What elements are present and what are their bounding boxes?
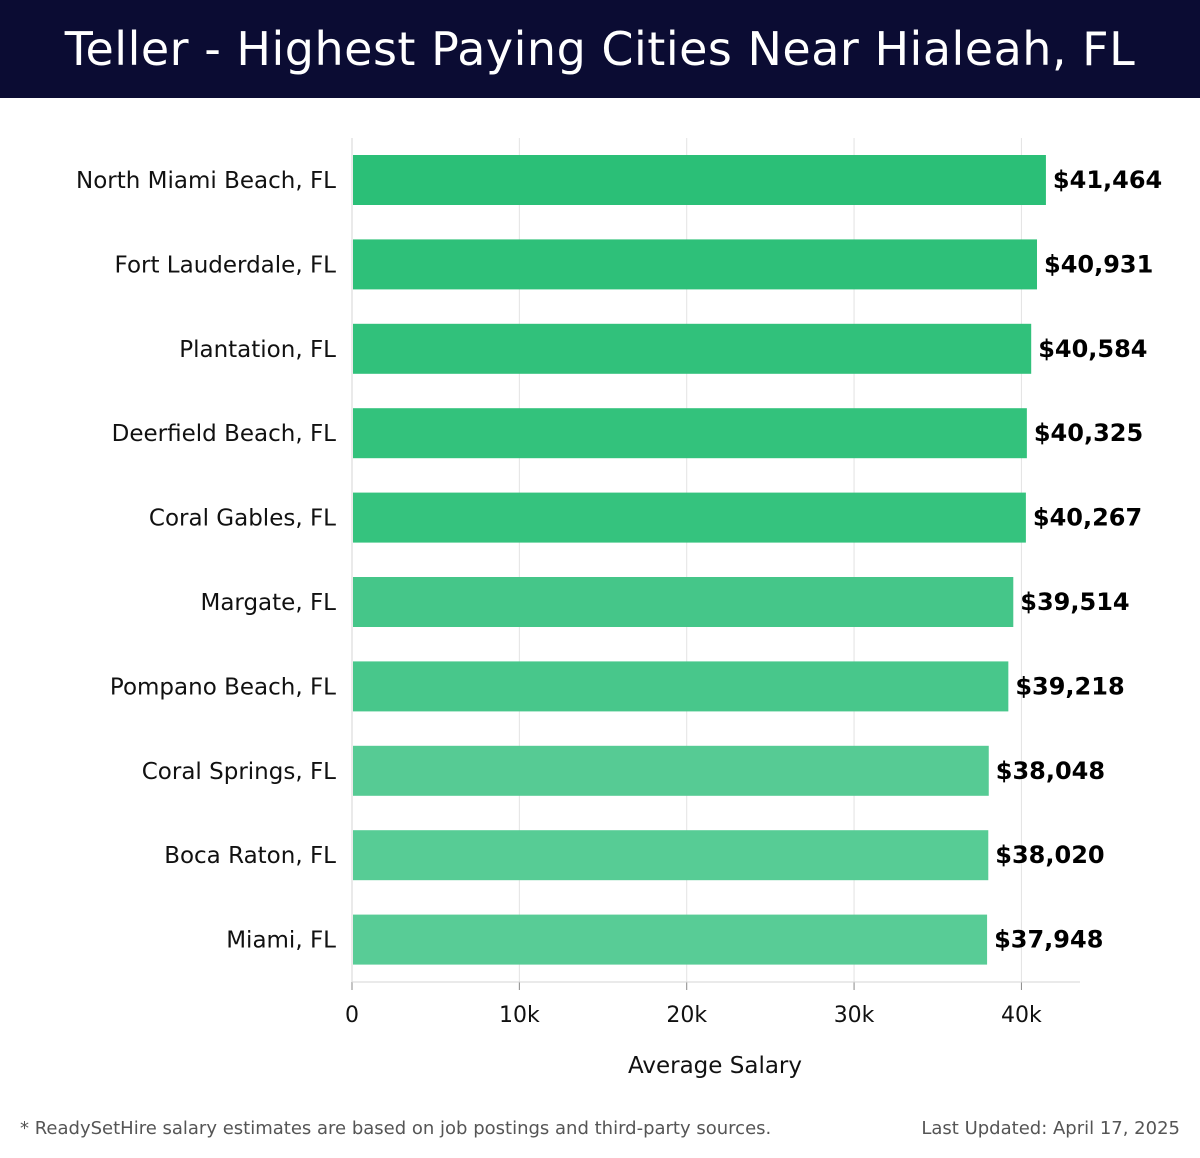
x-tick-label: 20k xyxy=(666,1003,707,1028)
category-label: Miami, FL xyxy=(226,928,336,954)
bar xyxy=(353,492,1026,543)
x-axis-title: Average Salary xyxy=(628,1053,802,1079)
value-label: $40,267 xyxy=(1033,504,1142,532)
category-label: North Miami Beach, FL xyxy=(76,168,336,194)
last-updated: Last Updated: April 17, 2025 xyxy=(921,1118,1180,1139)
bars xyxy=(353,155,1046,965)
bar xyxy=(353,239,1038,290)
bar xyxy=(353,577,1014,627)
value-label: $41,464 xyxy=(1053,166,1162,194)
x-axis: 0 10k 20k 30k 40k xyxy=(345,138,1080,1028)
category-label: Plantation, FL xyxy=(179,337,336,363)
value-label: $40,325 xyxy=(1034,419,1143,447)
bar xyxy=(353,408,1027,459)
value-label: $38,020 xyxy=(995,841,1104,869)
category-label: Coral Springs, FL xyxy=(142,759,336,785)
chart-title: Teller - Highest Paying Cities Near Hial… xyxy=(64,22,1136,76)
bar xyxy=(353,323,1032,374)
value-label: $38,048 xyxy=(996,757,1105,785)
category-label: Boca Raton, FL xyxy=(164,843,336,869)
category-label: Fort Lauderdale, FL xyxy=(115,252,337,278)
x-tick-label: 0 xyxy=(345,1003,359,1028)
x-tick-label: 30k xyxy=(834,1003,875,1028)
bar xyxy=(353,830,989,881)
category-label: Coral Gables, FL xyxy=(149,506,336,532)
bar xyxy=(353,745,989,796)
value-labels: $41,464 $40,931 $40,584 $40,325 $40,267 $39,5… xyxy=(994,166,1162,954)
bar xyxy=(353,661,1009,712)
value-label: $37,948 xyxy=(994,926,1103,954)
x-tick-label: 10k xyxy=(499,1003,540,1028)
chart-header: Teller - Highest Paying Cities Near Hial… xyxy=(0,0,1200,98)
bar xyxy=(353,155,1046,205)
value-label: $39,514 xyxy=(1020,588,1129,616)
bar-chart: North Miami Beach, FL Fort Lauderdale, FL… xyxy=(76,138,1162,1079)
value-label: $40,931 xyxy=(1044,250,1153,278)
category-label: Margate, FL xyxy=(200,590,336,616)
category-label: Pompano Beach, FL xyxy=(110,674,336,700)
bar xyxy=(353,914,988,965)
value-label: $39,218 xyxy=(1015,672,1124,700)
value-label: $40,584 xyxy=(1038,335,1147,363)
category-labels: North Miami Beach, FL Fort Lauderdale, FL… xyxy=(76,168,336,954)
footer-note: * ReadySetHire salary estimates are base… xyxy=(20,1118,772,1139)
category-label: Deerfield Beach, FL xyxy=(112,421,337,447)
x-tick-label: 40k xyxy=(1001,1003,1042,1028)
